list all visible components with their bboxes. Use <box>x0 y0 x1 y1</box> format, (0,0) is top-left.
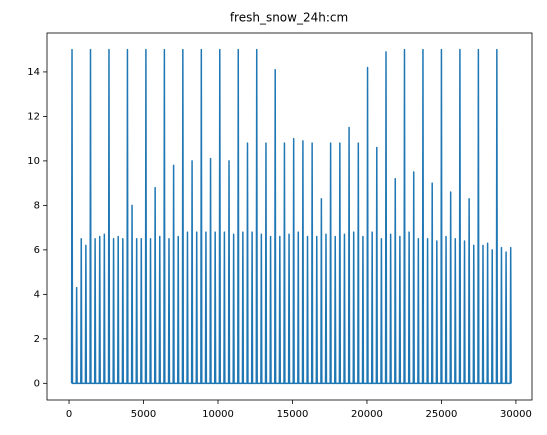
x-tick-label: 25000 <box>426 409 458 420</box>
y-tick-label: 6 <box>34 245 40 256</box>
y-tick-label: 4 <box>34 289 40 300</box>
line <box>70 48 512 385</box>
x-tick-label: 15000 <box>277 409 309 420</box>
y-tick-label: 0 <box>34 378 40 389</box>
x-tick-label: 5000 <box>131 409 156 420</box>
x-tick-label: 10000 <box>202 409 234 420</box>
chart-title: fresh_snow_24h:cm <box>230 11 348 25</box>
y-tick-label: 8 <box>34 200 40 211</box>
axes-frame <box>46 32 533 401</box>
y-tick-label: 2 <box>34 334 40 345</box>
x-tick-label: 20000 <box>351 409 383 420</box>
y-tick-label: 10 <box>27 156 40 167</box>
y-tick-label: 12 <box>27 111 40 122</box>
x-tick-label: 0 <box>66 409 72 420</box>
x-tick-label: 30000 <box>500 409 532 420</box>
y-tick-label: 14 <box>27 67 40 78</box>
